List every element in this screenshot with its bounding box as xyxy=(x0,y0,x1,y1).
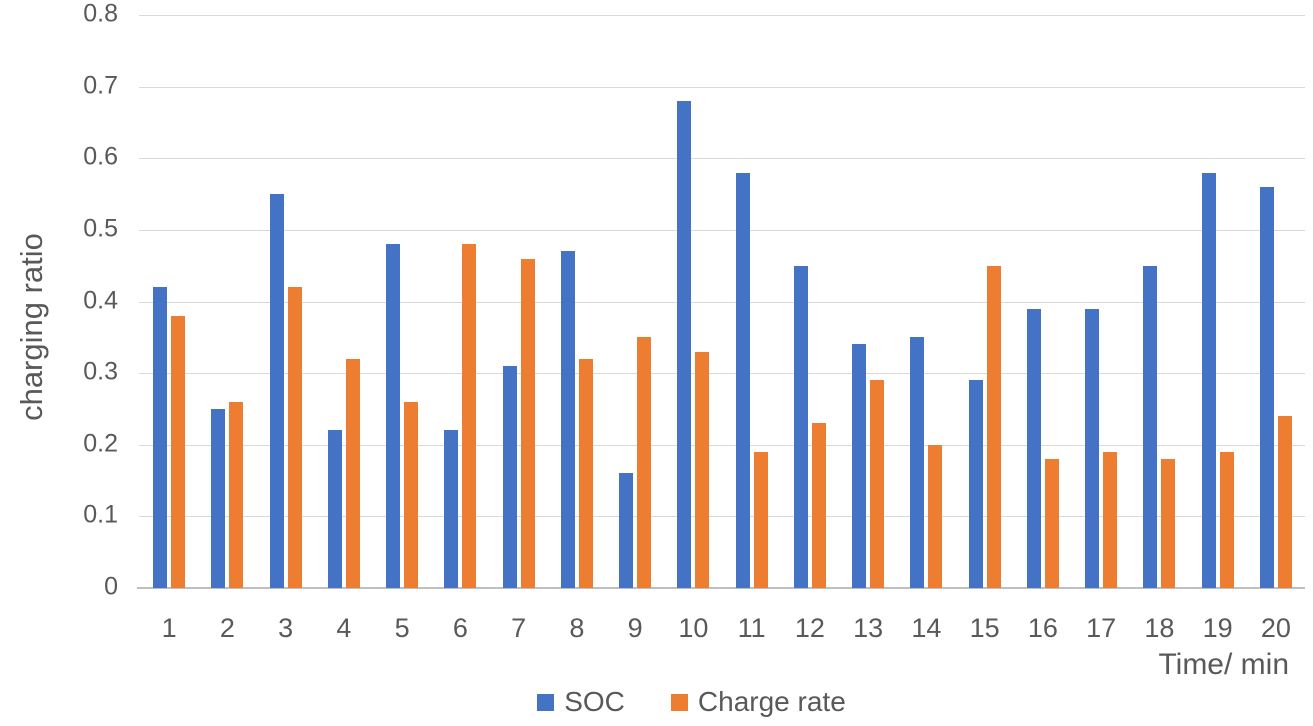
gridline-0.2 xyxy=(139,444,1305,446)
legend-label-charge-rate: Charge rate xyxy=(697,686,846,717)
bar-soc-19 xyxy=(1201,172,1216,588)
bar-charge-rate-15 xyxy=(986,265,1001,588)
bar-charge-rate-7 xyxy=(520,258,535,588)
bar-soc-16 xyxy=(1026,308,1041,588)
bar-charge-rate-9 xyxy=(637,337,652,588)
x-tick-label-1: 1 xyxy=(161,613,177,643)
legend-swatch-soc xyxy=(537,693,555,711)
bar-charge-rate-10 xyxy=(695,351,710,588)
x-tick-label-19: 19 xyxy=(1202,613,1233,643)
bar-soc-13 xyxy=(852,344,867,588)
gridline-0.5 xyxy=(139,229,1305,231)
legend-item-charge-rate: Charge rate xyxy=(670,686,846,718)
bar-soc-14 xyxy=(910,337,925,588)
bar-soc-10 xyxy=(677,100,692,588)
bar-soc-17 xyxy=(1085,308,1100,588)
x-tick-label-6: 6 xyxy=(452,613,468,643)
bar-soc-15 xyxy=(968,380,983,588)
bar-soc-12 xyxy=(793,265,808,588)
bar-charge-rate-19 xyxy=(1219,451,1234,588)
bar-soc-18 xyxy=(1143,265,1158,588)
x-tick-label-16: 16 xyxy=(1027,613,1058,643)
bar-soc-4 xyxy=(327,430,342,588)
bar-soc-6 xyxy=(444,430,459,588)
bar-soc-7 xyxy=(502,365,517,588)
bar-charge-rate-14 xyxy=(928,444,943,588)
legend-label-soc: SOC xyxy=(564,686,625,717)
y-tick-label-0.1: 0.1 xyxy=(83,500,118,529)
bar-soc-1 xyxy=(153,287,168,588)
bar-charge-rate-3 xyxy=(287,287,302,588)
y-axis-title: charging ratio xyxy=(14,233,49,421)
gridline-0.7 xyxy=(139,86,1305,88)
bar-charge-rate-11 xyxy=(753,451,768,588)
x-tick-label-2: 2 xyxy=(219,613,235,643)
legend: SOC Charge rate xyxy=(0,686,1313,718)
x-tick-label-15: 15 xyxy=(969,613,1000,643)
x-tick-label-7: 7 xyxy=(511,613,527,643)
x-tick-label-3: 3 xyxy=(278,613,294,643)
x-tick-label-13: 13 xyxy=(853,613,884,643)
bar-charge-rate-1 xyxy=(171,315,186,588)
legend-swatch-charge-rate xyxy=(670,693,688,711)
bar-charge-rate-12 xyxy=(811,423,826,588)
x-tick-label-10: 10 xyxy=(678,613,709,643)
x-tick-label-20: 20 xyxy=(1260,613,1291,643)
y-tick-label-0.2: 0.2 xyxy=(83,429,118,458)
x-tick-label-9: 9 xyxy=(627,613,643,643)
bar-charge-rate-16 xyxy=(1044,459,1059,588)
y-tick-label-0: 0 xyxy=(104,572,118,601)
bar-charge-rate-6 xyxy=(462,244,477,588)
bar-charge-rate-2 xyxy=(229,401,244,588)
x-tick-label-5: 5 xyxy=(394,613,410,643)
bar-soc-8 xyxy=(560,251,575,588)
gridline-0.6 xyxy=(139,158,1305,160)
y-tick-label-0.8: 0.8 xyxy=(83,0,118,28)
x-tick-label-12: 12 xyxy=(794,613,825,643)
y-tick-label-0.3: 0.3 xyxy=(83,357,118,386)
bar-soc-20 xyxy=(1259,186,1274,588)
bar-soc-3 xyxy=(269,194,284,588)
y-tick-label-0.7: 0.7 xyxy=(83,70,118,99)
legend-item-soc: SOC xyxy=(537,686,625,718)
bar-soc-11 xyxy=(735,172,750,588)
x-tick-label-14: 14 xyxy=(911,613,942,643)
gridline-0.1 xyxy=(139,516,1305,518)
bar-charge-rate-13 xyxy=(870,380,885,588)
y-tick-label-0.5: 0.5 xyxy=(83,214,118,243)
x-axis-line xyxy=(137,587,1305,589)
bar-charge-rate-8 xyxy=(578,358,593,588)
x-tick-label-4: 4 xyxy=(336,613,352,643)
gridline-0.3 xyxy=(139,373,1305,375)
bar-charge-rate-18 xyxy=(1161,459,1176,588)
y-tick-label-0.4: 0.4 xyxy=(83,285,118,314)
x-tick-label-17: 17 xyxy=(1086,613,1117,643)
bar-soc-2 xyxy=(211,408,226,588)
x-tick-label-18: 18 xyxy=(1144,613,1175,643)
bar-soc-9 xyxy=(619,473,634,588)
gridline-0.8 xyxy=(139,15,1305,16)
x-tick-label-8: 8 xyxy=(569,613,585,643)
bar-soc-5 xyxy=(386,244,401,588)
x-axis-title: Time/ min xyxy=(1158,648,1289,681)
bar-charge-rate-20 xyxy=(1277,416,1292,588)
x-tick-label-11: 11 xyxy=(737,613,766,643)
y-tick-label-0.6: 0.6 xyxy=(83,142,118,171)
bar-charge-rate-5 xyxy=(404,401,419,588)
bar-charge-rate-17 xyxy=(1103,451,1118,588)
gridline-0.4 xyxy=(139,301,1305,303)
bar-charge-rate-4 xyxy=(345,358,360,588)
